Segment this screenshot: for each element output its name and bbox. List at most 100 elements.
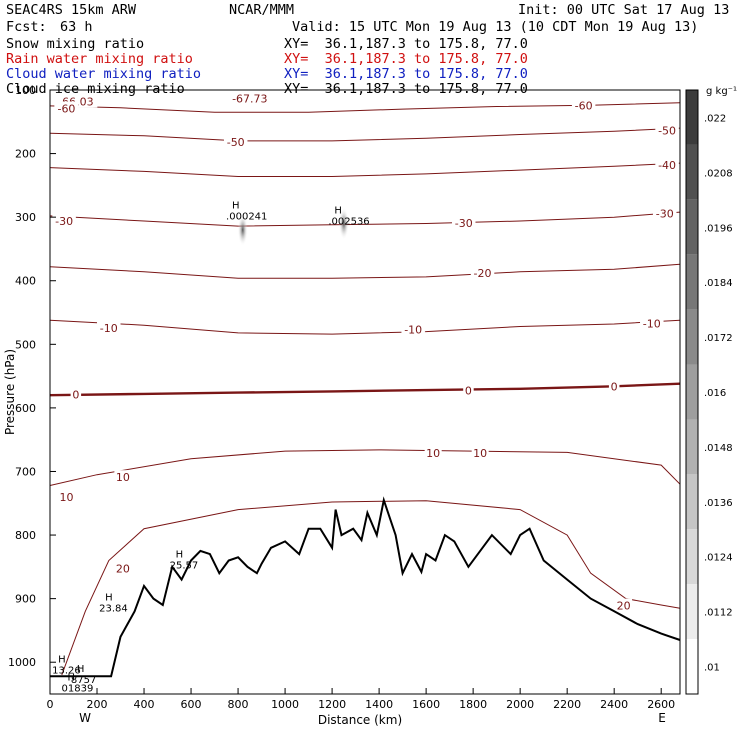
x-tick-label: 2600 [647,698,675,711]
fcst-value: 63 h [60,19,93,35]
field-cloud-water-name: Cloud water mixing ratio [6,66,202,82]
y-tick-label: 200 [15,148,36,161]
contour-label-bg [114,561,132,575]
contour-label: 20 [617,600,631,613]
colorbar-segment [686,529,698,585]
contour-label-bg [652,206,677,220]
contour-label-bg [655,158,679,172]
valid-label: Valid: 15 UTC Mon 19 Aug 13 (10 CDT Mon … [292,19,699,35]
colorbar-segment [686,364,698,420]
contour-label: -30 [656,207,674,220]
contour-label: -30 [55,215,73,228]
y-tick-label: 100 [15,84,36,97]
extremum-type: H [68,672,76,683]
colorbar-tick-label: .0184 [704,278,733,289]
contour-label-bg [463,383,474,397]
contour--20 [49,263,681,279]
colorbar-segment [686,584,698,640]
y-tick-label: 700 [15,465,36,478]
x-axis-label: Distance (km) [318,713,402,727]
colorbar-tick-label: .022 [704,113,726,124]
colorbar-tick-label: .0148 [704,443,733,454]
y-tick-label: 500 [15,338,36,351]
extremum-value: 8757 [71,675,96,686]
contour-label-bg [114,470,132,484]
colorbar-tick-label: .0196 [704,223,733,234]
contour-label: -60 [575,99,593,112]
contour-label: -67.73 [232,92,267,105]
extremum-value: 01839 [62,683,94,694]
y-axis-ticks: 100 200 300 400 500 600 700 800 900 1000 [8,84,56,669]
contour-label: 10 [473,447,487,460]
colorbar-segment [686,254,698,310]
contour-label: -10 [643,317,661,330]
terrain-line [50,496,681,678]
x-tick-label: 0 [47,698,54,711]
colorbar-segment [686,90,698,145]
contour-label: 0 [611,380,618,393]
x-tick-label: 200 [87,698,108,711]
contour-label-bg [470,266,495,280]
contour--30 [49,211,681,227]
contour-label: 0 [72,389,79,402]
extremum-value: 25.57 [170,561,199,572]
colorbar: g kg⁻¹ .022 .0208 .0196 .0184 .0172 .016 .0148… [685,86,737,695]
x-tick-label: 1000 [271,698,299,711]
contour-label-bg [52,213,76,227]
colorbar-segment [686,199,698,255]
colorbar-segment [686,474,698,530]
colorbar-frame [685,89,699,695]
colorbar-tick-label: .0124 [704,553,733,564]
contour-label: -30 [455,217,473,230]
extremum-value: 13.26 [52,666,81,677]
contour-label: -40 [658,159,676,172]
contour-label: 0 [465,385,472,398]
plot-frame [49,89,681,695]
contour--10 [49,319,681,335]
y-tick-label: 800 [15,529,36,542]
contour-label-bg [401,322,425,336]
y-tick-label: 600 [15,402,36,415]
contour-label-bg [228,91,272,105]
contour-label-bg [640,316,664,330]
colorbar-tick-label: .016 [704,388,726,399]
colorbar-segment [686,144,698,200]
extremum-value: .002536 [328,217,369,228]
contour-label-bg [223,135,248,149]
x-tick-label: 1200 [318,698,346,711]
mixing-ratio-cores [237,207,349,246]
contour-10 [49,449,681,486]
colorbar-segment [686,639,698,694]
field-rain-name: Rain water mixing ratio [6,51,193,67]
colorbar-tick-label: .0112 [704,608,733,619]
field-cloud-ice-xy: XY= 36.1,187.3 to 175.8, 77.0 [284,81,528,97]
y-tick-label: 300 [15,211,36,224]
x-tick-label: 600 [181,698,202,711]
contour-label: 10 [116,471,130,484]
x-west-label: W [79,711,91,725]
colorbar-tick-label: .0136 [704,498,733,509]
contour-label-bg [655,123,679,137]
mixing-ratio-core [237,213,248,246]
contour-20 [61,500,681,676]
y-tick-label: 400 [15,275,36,288]
extremum-type: H [232,201,240,212]
x-tick-label: 2400 [600,698,628,711]
contour-label: -10 [100,322,118,335]
colorbar-unit: g kg⁻¹ [706,86,737,97]
y-axis-label: Pressure (hPa) [3,349,17,435]
y-tick-label: 900 [15,593,36,606]
y-tick-label: 1000 [8,656,36,669]
fcst-label: Fcst: [6,19,47,35]
contour-label-bg [54,101,79,115]
contour-label-bg [70,387,82,401]
extrema-markers: H.000241H.002536H25.57H23.84H13.26H8757H… [52,201,370,695]
contour-label: -50 [227,136,245,149]
contour-label: 20 [116,563,130,576]
x-tick-label: 1800 [459,698,487,711]
model-title: SEAC4RS 15km ARW [6,2,137,18]
x-tick-label: 400 [134,698,155,711]
contour-label-bg [608,379,620,393]
field-cloud-water-xy: XY= 36.1,187.3 to 175.8, 77.0 [284,66,528,82]
